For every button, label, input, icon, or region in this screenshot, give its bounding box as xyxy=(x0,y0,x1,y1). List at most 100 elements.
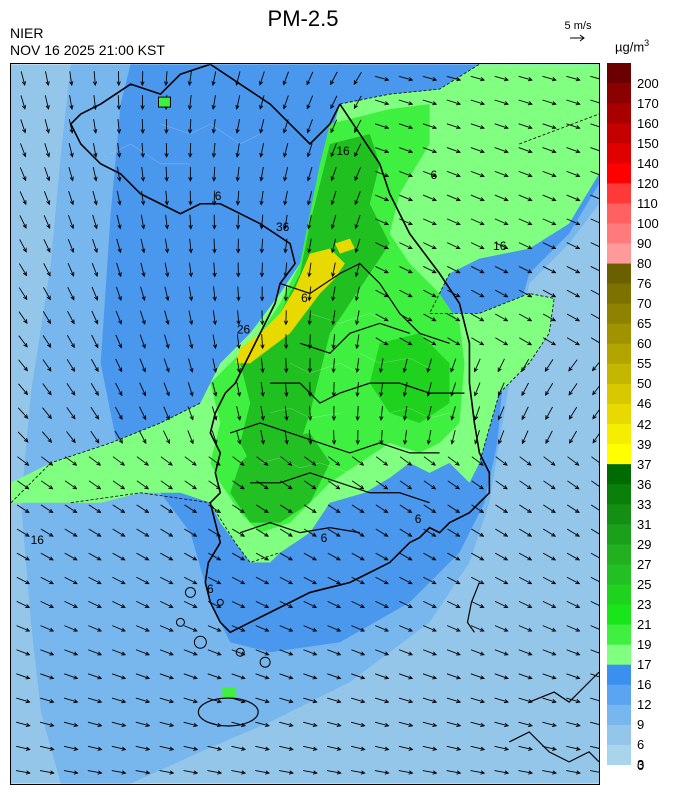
wind-arrow xyxy=(112,552,126,561)
wind-arrow xyxy=(398,99,414,106)
wind-arrow xyxy=(87,745,103,751)
wind-arrow xyxy=(63,721,79,728)
wind-arrow xyxy=(351,600,366,608)
wind-arrow xyxy=(355,382,360,398)
wind-arrow xyxy=(331,429,337,445)
legend-tick: 60 xyxy=(637,336,652,352)
wind-arrow xyxy=(68,167,74,182)
wind-arrow xyxy=(259,71,265,86)
wind-arrow xyxy=(330,71,338,86)
legend-tick: 100 xyxy=(637,215,659,231)
wind-arrow xyxy=(260,310,265,326)
legend-tick: 140 xyxy=(637,155,659,171)
wind-arrow xyxy=(183,673,198,680)
wind-arrow xyxy=(188,166,193,182)
wind-arrow xyxy=(260,382,265,397)
wind-arrow xyxy=(187,119,193,135)
wind-arrow xyxy=(188,262,194,278)
wind-arrow xyxy=(470,75,486,82)
wind-arrow xyxy=(279,649,294,656)
wind-arrow xyxy=(591,456,599,465)
wind-arrow xyxy=(160,456,173,466)
wind-arrow xyxy=(494,770,510,775)
wind-arrow xyxy=(307,238,312,254)
wind-arrow xyxy=(566,147,581,154)
concentration-band-jeju xyxy=(222,687,237,698)
wind-arrow xyxy=(66,431,76,444)
wind-arrow xyxy=(184,456,197,466)
wind-arrow xyxy=(446,75,462,82)
wind-arrow xyxy=(355,406,360,422)
wind-arrow xyxy=(518,147,533,154)
wind-arrow xyxy=(212,262,217,278)
wind-arrow xyxy=(446,170,461,178)
wind-arrow xyxy=(447,504,461,514)
wind-arrow xyxy=(112,528,126,537)
wind-arrow xyxy=(64,504,78,514)
wind-arrow xyxy=(135,721,151,728)
wind-arrow xyxy=(471,552,485,561)
wind-arrow xyxy=(255,745,270,751)
wind-arrow xyxy=(42,407,52,420)
wind-arrow xyxy=(284,430,289,445)
wind-arrow xyxy=(282,95,289,110)
wind-arrow xyxy=(284,382,289,398)
wind-arrow xyxy=(470,649,485,656)
wind-arrow xyxy=(399,170,414,178)
wind-arrow xyxy=(566,218,581,226)
wind-arrow xyxy=(160,504,174,514)
wind-arrow xyxy=(88,600,102,608)
wind-arrow xyxy=(470,673,485,680)
wind-arrow xyxy=(116,262,122,278)
wind-arrow xyxy=(327,552,341,561)
wind-arrow xyxy=(426,358,432,373)
wind-arrow xyxy=(184,576,198,585)
wind-arrow xyxy=(495,313,509,322)
wind-arrow xyxy=(136,552,150,561)
wind-arrow xyxy=(188,334,194,350)
wind-arrow xyxy=(542,770,558,775)
wind-arrow xyxy=(471,528,485,537)
wind-arrow xyxy=(375,123,390,130)
wind-arrow xyxy=(306,167,313,182)
wind-arrow xyxy=(67,214,75,230)
wind-arrow xyxy=(18,359,28,372)
wind-arrow xyxy=(303,649,318,656)
legend-tick: 23 xyxy=(637,597,652,612)
wind-reference-arrow-icon xyxy=(570,34,585,42)
legend-tick: 19 xyxy=(637,637,652,653)
wind-arrow xyxy=(542,170,557,178)
legend-tick: 50 xyxy=(637,376,652,392)
wind-arrow xyxy=(495,456,508,466)
wind-arrow xyxy=(184,552,198,561)
wind-arrow xyxy=(566,552,581,561)
wind-arrow xyxy=(43,263,51,277)
wind-reference-label: 5 m/s xyxy=(564,20,592,32)
wind-arrow xyxy=(159,673,175,680)
wind-arrow xyxy=(494,147,509,154)
wind-arrow xyxy=(184,504,198,514)
wind-arrow xyxy=(375,266,389,274)
wind-arrow xyxy=(308,429,313,445)
wind-arrow xyxy=(69,95,74,111)
wind-arrow xyxy=(592,433,599,444)
legend-swatch xyxy=(607,484,631,505)
wind-arrow xyxy=(447,337,461,346)
legend-tick: 0 xyxy=(637,757,645,773)
wind-arrow xyxy=(140,71,145,87)
wind-arrow xyxy=(16,673,31,680)
wind-arrow xyxy=(303,745,318,751)
wind-arrow xyxy=(112,576,126,585)
wind-arrow xyxy=(331,334,336,350)
wind-arrow xyxy=(542,99,557,106)
wind-arrow xyxy=(236,358,241,374)
wind-arrow xyxy=(44,167,51,182)
wind-arrow xyxy=(111,697,127,704)
wind-arrow xyxy=(236,238,241,254)
wind-arrow xyxy=(494,266,509,274)
wind-arrow xyxy=(260,334,265,350)
wind-arrow xyxy=(115,358,123,373)
wind-arrow xyxy=(211,119,216,134)
wind-arrow xyxy=(63,770,79,775)
wind-arrow xyxy=(256,480,269,490)
